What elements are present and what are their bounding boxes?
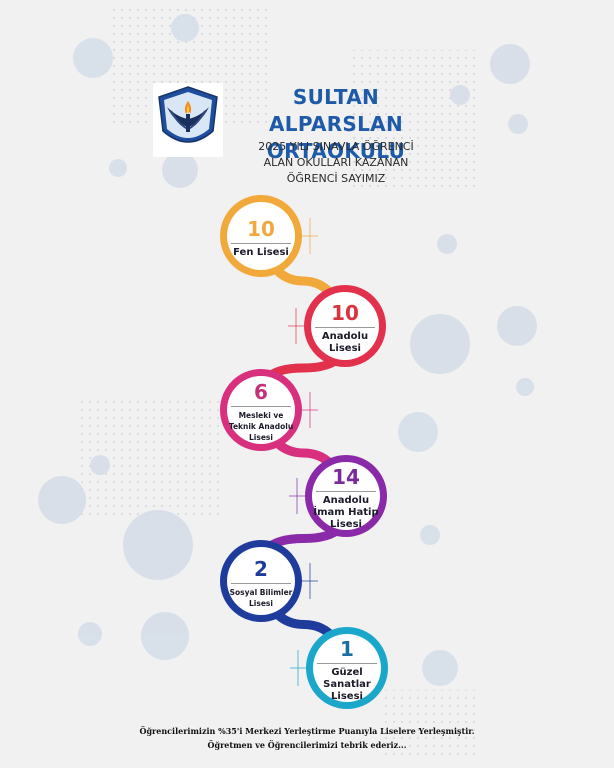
footer-note: Öğrencilerimizin %35'i Merkezi Yerleştir… bbox=[0, 724, 614, 752]
subtitle-line-2: ALAN OKULLARI KAZANAN bbox=[263, 156, 409, 169]
school-disc-5 bbox=[313, 634, 381, 702]
subtitle: 2025 YILI SINAVLA ÖĞRENCİ ALAN OKULLARI … bbox=[226, 139, 446, 187]
school-name-line: Sosyal Bilimler bbox=[229, 587, 293, 597]
footer-line-1: Öğrencilerimizin %35'i Merkezi Yerleştir… bbox=[139, 726, 475, 736]
school-count: 2 bbox=[254, 556, 268, 581]
school-name-line: Anadolu bbox=[321, 330, 369, 342]
school-divider bbox=[315, 326, 375, 328]
school-count: 10 bbox=[247, 216, 275, 241]
school-divider bbox=[231, 582, 291, 584]
school-disc-4 bbox=[227, 547, 295, 615]
side-ticks-1 bbox=[288, 308, 304, 344]
school-name-line: Anadolu bbox=[322, 494, 370, 506]
school-node-4: 2 Sosyal Bilimler Lisesi bbox=[227, 558, 295, 609]
title-line-1: SULTAN ALPARSLAN bbox=[269, 85, 403, 136]
subtitle-line-1: 2025 YILI SINAVLA ÖĞRENCİ bbox=[258, 140, 414, 153]
svg-text:•: • bbox=[187, 137, 189, 142]
title-line-2: ORTAOKULU bbox=[266, 139, 406, 163]
school-logo: • bbox=[153, 83, 223, 157]
footer-line-2: Öğretmen ve Öğrencilerimizi tebrik ederi… bbox=[207, 740, 407, 750]
school-count: 14 bbox=[332, 464, 360, 489]
school-name-line: Sanatlar bbox=[323, 678, 371, 690]
school-count: 1 bbox=[340, 636, 354, 661]
school-name-line: Güzel bbox=[331, 666, 363, 678]
school-name-line: Teknik Anadolu bbox=[228, 422, 294, 431]
school-node-3: 14 Anadolu İmam Hatip Lisesi bbox=[312, 466, 380, 531]
school-name-line: Lisesi bbox=[249, 433, 273, 442]
school-title: SULTAN ALPARSLAN ORTAOKULU bbox=[226, 84, 446, 165]
subtitle-line-3: ÖĞRENCİ SAYIMIZ bbox=[286, 172, 386, 185]
school-disc-2 bbox=[227, 376, 295, 444]
school-node-0: 10 Fen Lisesi bbox=[227, 218, 295, 259]
school-name-line: İmam Hatip bbox=[313, 506, 379, 518]
school-divider bbox=[231, 242, 291, 244]
school-node-5: 1 Güzel Sanatlar Lisesi bbox=[313, 638, 381, 703]
school-divider bbox=[316, 490, 376, 492]
school-name-line: Lisesi bbox=[330, 518, 362, 530]
school-name-line: Lisesi bbox=[249, 598, 273, 608]
school-disc-0 bbox=[227, 202, 295, 270]
school-name-line: Lisesi bbox=[331, 690, 363, 702]
school-name-line: Mesleki ve bbox=[238, 411, 284, 420]
school-node-1: 10 Anadolu Lisesi bbox=[311, 302, 379, 355]
school-divider bbox=[231, 406, 291, 407]
school-emblem-icon: • bbox=[158, 86, 218, 143]
side-ticks-0 bbox=[302, 218, 318, 254]
side-ticks-2 bbox=[302, 392, 318, 428]
school-name-line: Lisesi bbox=[329, 342, 361, 354]
school-name-line: Fen Lisesi bbox=[233, 246, 289, 258]
school-node-2: 6 Mesleki ve Teknik Anadolu Lisesi bbox=[227, 381, 295, 443]
school-disc-1 bbox=[311, 292, 379, 360]
school-disc-3 bbox=[312, 462, 380, 530]
side-ticks-3 bbox=[289, 478, 305, 514]
side-ticks-5 bbox=[290, 650, 306, 686]
school-divider bbox=[317, 662, 377, 664]
school-count: 10 bbox=[331, 300, 359, 325]
side-ticks-4 bbox=[302, 563, 318, 599]
school-count: 6 bbox=[254, 380, 268, 404]
